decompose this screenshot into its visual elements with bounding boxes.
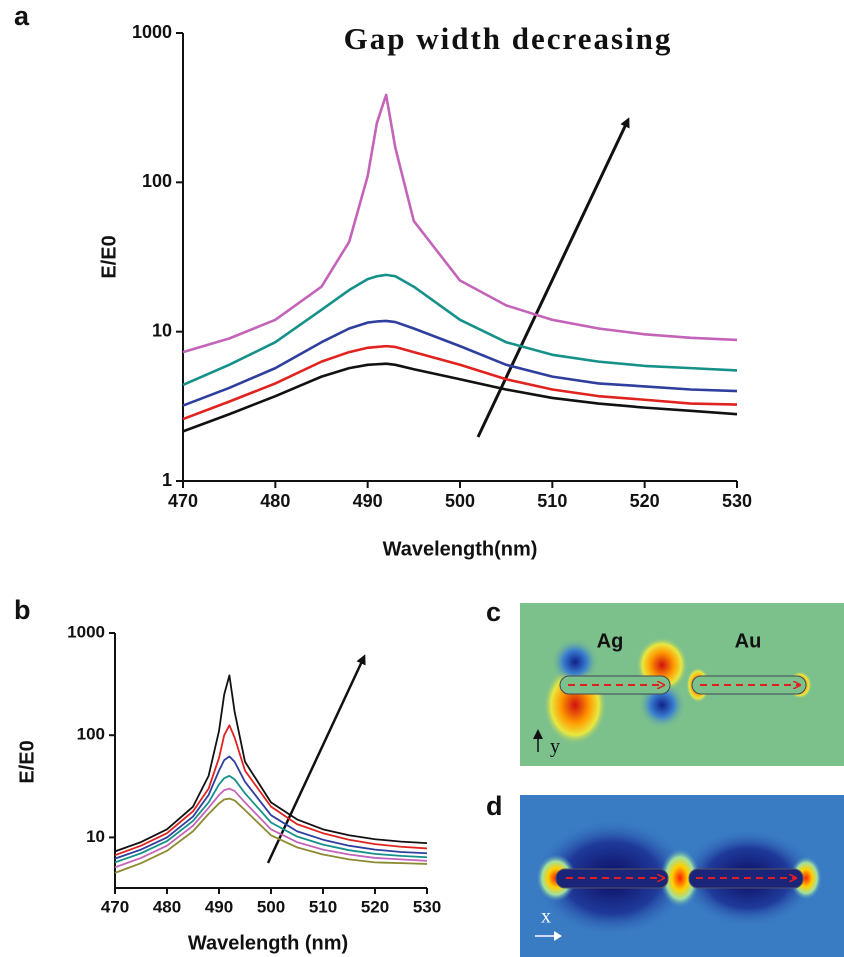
panel-label: d	[486, 791, 503, 821]
series-line	[114, 787, 428, 869]
y-tick-label: 1000	[67, 622, 105, 641]
x-tick-label: 510	[309, 897, 337, 916]
x-axis-label: Wavelength(nm)	[383, 538, 538, 560]
trend-arrow	[476, 117, 630, 438]
series-line	[114, 774, 428, 864]
particle-label: Au	[735, 630, 762, 652]
trend-arrow	[266, 654, 366, 864]
series-line	[114, 797, 428, 874]
x-tick-label: 520	[630, 491, 660, 511]
x-tick-label: 470	[168, 491, 198, 511]
y-axis-label: E/E0	[98, 235, 120, 278]
x-tick-label: 530	[722, 491, 752, 511]
series-line	[114, 724, 428, 857]
panel-label: b	[14, 595, 31, 625]
x-tick-label: 500	[445, 491, 475, 511]
x-tick-label: 490	[353, 491, 383, 511]
y-tick-label: 1000	[132, 22, 172, 42]
y-tick-label: 100	[142, 171, 172, 191]
x-tick-label: 470	[101, 897, 129, 916]
series-line	[182, 362, 738, 433]
annotation: Gap width decreasing	[344, 21, 673, 56]
x-tick-label: 480	[153, 897, 181, 916]
y-axis-label: E/E0	[16, 740, 38, 783]
series-line	[182, 273, 738, 387]
field-map	[520, 795, 844, 957]
axis-indicator: y	[550, 736, 560, 758]
series-line	[182, 93, 738, 354]
x-tick-label: 510	[537, 491, 567, 511]
y-tick-label: 10	[86, 827, 105, 846]
y-tick-label: 1	[162, 470, 172, 490]
series-line	[182, 319, 738, 407]
axis-indicator: x	[541, 906, 551, 928]
series-line	[182, 344, 738, 421]
y-tick-label: 100	[77, 725, 105, 744]
field-map	[520, 603, 844, 766]
x-tick-label: 490	[205, 897, 233, 916]
x-tick-label: 500	[257, 897, 285, 916]
series-line	[114, 674, 428, 853]
x-tick-label: 480	[260, 491, 290, 511]
x-axis-label: Wavelength (nm)	[188, 932, 348, 954]
particle-label: Ag	[597, 630, 624, 652]
x-tick-label: 530	[413, 897, 441, 916]
series-line	[114, 755, 428, 860]
panel-label: c	[486, 597, 501, 627]
y-tick-label: 10	[152, 320, 172, 340]
panel-label: a	[14, 1, 30, 31]
x-tick-label: 520	[361, 897, 389, 916]
